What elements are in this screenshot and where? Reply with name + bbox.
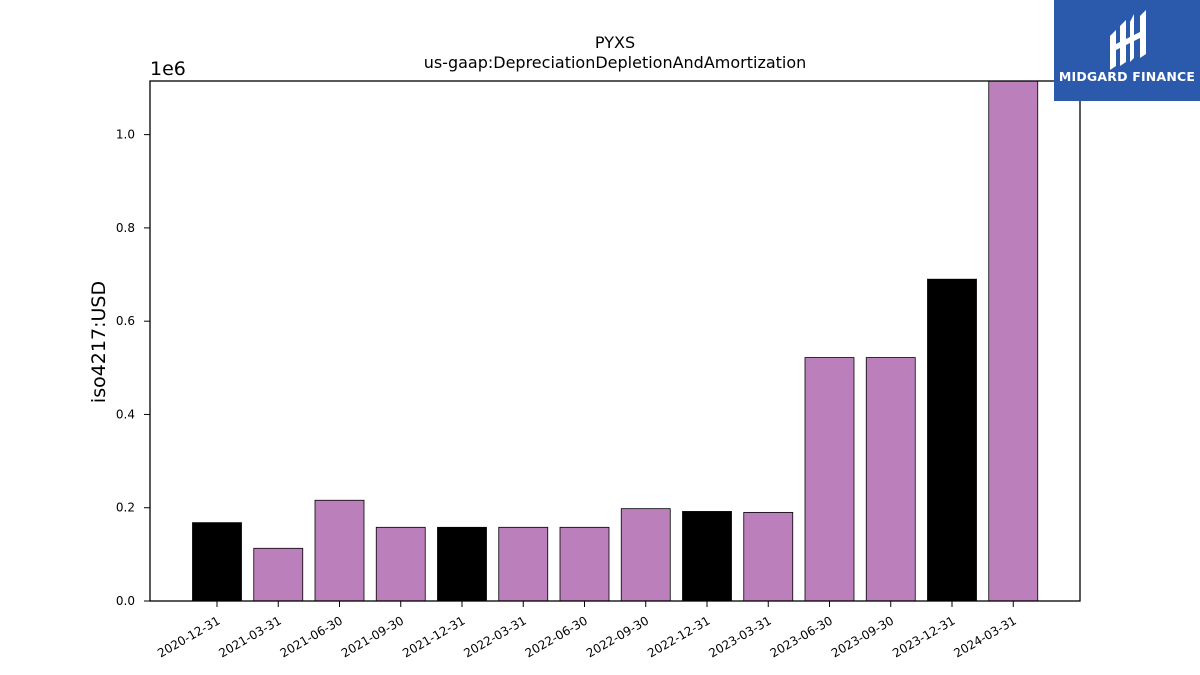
y-tick-label: 0.6 bbox=[116, 314, 135, 328]
y-ticks-group: 0.0 0.2 0.4 0.6 0.8 1.0 bbox=[116, 128, 150, 608]
bar-2024-03-31 bbox=[988, 80, 1039, 602]
y-tick-label: 0.2 bbox=[116, 501, 135, 515]
chart-title: PYXS bbox=[595, 33, 635, 52]
bar-2020-12-31 bbox=[192, 522, 242, 602]
x-tick-label: 2022-12-31 bbox=[645, 613, 712, 660]
bar-2021-12-31 bbox=[437, 526, 487, 602]
bar-2022-12-31 bbox=[682, 511, 732, 602]
x-ticks-group: 2020-12-312021-03-312021-06-302021-09-30… bbox=[155, 601, 1019, 660]
y-axis-label: iso4217:USD bbox=[88, 281, 110, 403]
x-tick-label: 2023-06-30 bbox=[768, 613, 835, 660]
x-tick-label: 2022-03-31 bbox=[461, 613, 528, 660]
plot-frame bbox=[149, 80, 1081, 602]
bar-2022-06-30 bbox=[559, 526, 610, 602]
bar-2021-03-31 bbox=[253, 547, 304, 602]
y-tick-label: 1.0 bbox=[116, 128, 135, 142]
bar-2023-03-31 bbox=[743, 511, 794, 602]
x-tick-label: 2021-03-31 bbox=[216, 613, 283, 660]
y-tick-label: 0.4 bbox=[116, 407, 135, 421]
x-tick-label: 2020-12-31 bbox=[155, 613, 222, 660]
y-tick-label: 0.0 bbox=[116, 594, 135, 608]
x-tick-label: 2023-03-31 bbox=[706, 613, 773, 660]
x-tick-label: 2022-06-30 bbox=[523, 613, 590, 660]
logo-mark-icon bbox=[1110, 10, 1146, 70]
x-tick-label: 2023-12-31 bbox=[890, 613, 957, 660]
bar-2021-09-30 bbox=[375, 526, 426, 602]
bar-2022-09-30 bbox=[620, 508, 671, 602]
midgard-finance-logo: MIDGARD FINANCE bbox=[1054, 0, 1200, 101]
logo-text: MIDGARD FINANCE bbox=[1058, 69, 1196, 84]
x-tick-label: 2023-09-30 bbox=[829, 613, 896, 660]
bar-2023-12-31 bbox=[927, 278, 977, 602]
bar-2022-03-31 bbox=[498, 526, 549, 602]
bars-group bbox=[192, 80, 1039, 602]
bar-2023-09-30 bbox=[865, 357, 916, 602]
x-tick-label: 2021-12-31 bbox=[400, 613, 467, 660]
x-tick-label: 2021-06-30 bbox=[278, 613, 345, 660]
x-tick-label: 2022-09-30 bbox=[584, 613, 651, 660]
bar-2023-06-30 bbox=[804, 357, 855, 602]
chart-subtitle: us-gaap:DepreciationDepletionAndAmortiza… bbox=[424, 53, 807, 72]
y-tick-label: 0.8 bbox=[116, 221, 135, 235]
bar-2021-06-30 bbox=[314, 499, 365, 602]
x-tick-label: 2021-09-30 bbox=[339, 613, 406, 660]
y-scale-label: 1e6 bbox=[150, 58, 186, 80]
x-tick-label: 2024-03-31 bbox=[951, 613, 1018, 660]
